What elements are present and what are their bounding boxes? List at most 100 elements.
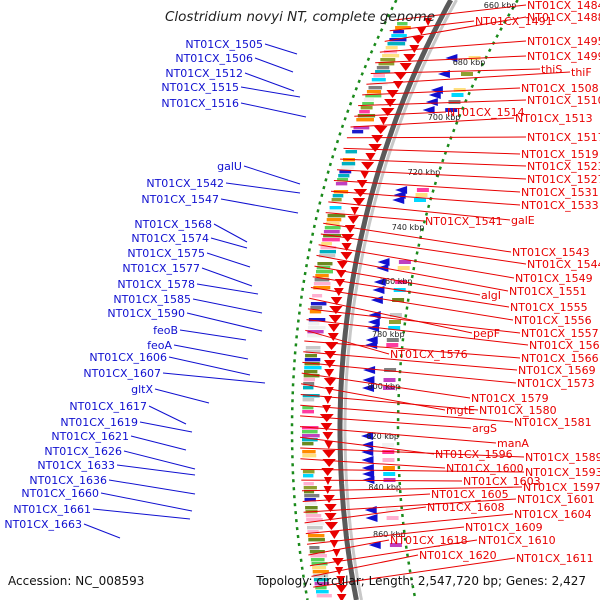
map-title: Clostridium novyi NT, complete genome [164,9,436,25]
reverse-gene-arrow [322,405,332,413]
reverse-gene-label: NT01CX_1551 [509,285,587,298]
forward-gene-label: NT01CX_1661 [13,503,91,516]
forward-label-leader [240,102,307,118]
reverse-label-leader [379,40,527,53]
cog-block [312,294,323,298]
reverse-gene-label: NT01CX_1510 [527,94,600,107]
cog-block [359,110,370,114]
reverse-label-leader [316,254,509,292]
forward-gene-arrow [365,514,378,522]
cog-block [303,382,315,386]
cog-block [308,318,326,322]
reverse-gene-arrow [379,117,388,125]
reverse-label-leader [320,233,527,265]
inner-block [414,198,426,202]
cog-block [303,486,317,490]
reverse-gene-arrow [336,261,348,269]
reverse-label-leader [354,111,447,117]
cog-block [303,482,314,486]
scale-tick-label: 800 kbp [368,382,401,391]
cog-block [303,386,314,390]
forward-gene-label: NT01CX_1575 [127,247,205,260]
gc-track-inner [396,0,519,600]
reverse-gene-label: NT01CX_1517 [527,131,600,144]
cog-block [313,286,331,290]
reverse-gene-arrow [393,81,404,89]
reverse-gene-arrow [380,108,395,116]
cog-block [391,34,407,38]
reverse-gene-label: mgtE [446,404,475,417]
forward-gene-arrow [368,541,381,549]
reverse-gene-arrow [336,594,347,600]
forward-gene-label: NT01CX_1617 [69,400,147,413]
forward-gene-arrow [364,506,377,514]
forward-gene-arrow [362,470,375,478]
reverse-gene-arrow [323,378,337,386]
reverse-label-leader [362,87,521,96]
reverse-gene-label: NT01CX_1618 [390,534,468,547]
cog-block [305,350,321,354]
forward-gene-arrow [361,432,374,440]
reverse-gene-arrow [347,216,359,224]
reverse-gene-label: NT01CX_1555 [510,301,588,314]
forward-label-leader [243,165,301,185]
forward-gene-arrow [367,324,380,332]
reverse-label-leader [304,340,521,359]
forward-label-leader [201,267,253,287]
inner-block [389,320,401,324]
forward-gene-label: NT01CX_1660 [21,487,99,500]
cog-block [302,454,317,458]
cog-block [315,586,327,590]
cog-block [395,26,411,30]
cog-block [341,162,356,166]
reverse-gene-arrow [324,351,337,359]
reverse-label-leader [301,486,523,492]
forward-gene-label: NT01CX_1547 [141,193,219,206]
cog-block [387,42,406,46]
reverse-gene-label: NT01CX_1601 [517,493,595,506]
reverse-gene-label: NT01CX_1566 [521,352,599,365]
inner-block [398,260,411,264]
reverse-label-leader [314,265,481,296]
reverse-gene-arrow [356,180,368,188]
inner-block [415,193,428,197]
reverse-gene-arrow [324,522,339,530]
forward-gene-label: NT01CX_1636 [29,474,107,487]
reverse-gene-label: galE [511,214,535,227]
forward-label-leader [179,329,247,341]
cog-block [302,450,316,454]
cog-block [307,330,324,334]
inner-block [383,478,396,482]
cog-block [302,406,314,410]
scale-tick-label: 680 kbp [453,58,486,67]
reverse-gene-label: NT01CX_1589 [525,451,600,464]
cog-block [302,410,315,414]
reverse-gene-arrow [322,432,334,440]
reverse-gene-label: NT01CX_1533 [521,199,599,212]
reverse-label-leader [306,319,529,346]
forward-gene-arrow [362,384,375,392]
cog-block [305,346,321,350]
reverse-gene-arrow [331,558,344,566]
forward-label-leader [173,344,249,360]
reverse-label-leader [301,479,463,482]
forward-label-leader [148,405,187,425]
reverse-gene-label: NT01CX_1491 [475,15,553,28]
reverse-gene-label: NT01CX_1609 [465,521,543,534]
forward-gene-label: NT01CX_1574 [131,232,209,245]
inner-block [383,386,395,390]
cog-block [311,562,328,566]
reverse-gene-arrow [344,225,356,233]
forward-gene-label: NT01CX_1578 [117,278,195,291]
reverse-gene-arrow [411,36,425,44]
inner-block [388,326,401,330]
forward-gene-arrow [372,286,385,294]
reverse-label-leader [299,426,497,444]
reverse-gene-arrow [340,252,353,260]
cog-block [368,86,383,90]
cog-block [322,238,340,242]
forward-gene-arrow [361,441,374,449]
reverse-label-leader [306,526,465,545]
forward-gene-arrow [373,278,386,286]
reverse-gene-arrow [324,369,335,377]
